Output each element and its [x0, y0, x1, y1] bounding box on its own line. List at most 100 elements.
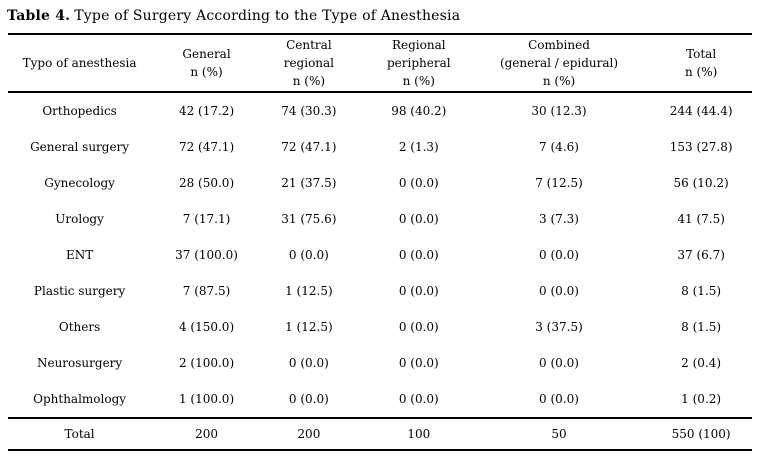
table-row: Others 4 (150.0) 1 (12.5) 0 (0.0) 3 (37.5) 8 …	[0, 309, 758, 345]
header-cell: Combined (general / epidural) n (%)	[474, 35, 645, 91]
cell-value: 1 (12.5)	[285, 284, 333, 298]
table-row: Plastic surgery 7 (87.5) 1 (12.5) 0 (0.0) 0 …	[0, 273, 758, 309]
cell-value: 7 (87.5)	[182, 284, 231, 298]
header-line: peripheral	[386, 56, 451, 70]
rule-above-total	[8, 417, 752, 419]
row-label: Gynecology	[44, 176, 115, 190]
table-row: ENT 37 (100.0) 0 (0.0) 0 (0.0) 0 (0.0) 37 (6.…	[0, 237, 758, 273]
cell-value: 1 (100.0)	[178, 392, 235, 406]
cell-value: 0 (0.0)	[288, 392, 329, 406]
cell-value: 21 (37.5)	[281, 176, 337, 190]
cell-value: 3 (37.5)	[535, 320, 583, 334]
total-value: 100	[407, 427, 431, 441]
row-label: Orthopedics	[42, 104, 117, 118]
cell-value: 74 (30.3)	[281, 104, 337, 118]
cell-value: 0 (0.0)	[539, 356, 579, 370]
total-value: 50	[551, 427, 567, 441]
cell-value: 0 (0.0)	[539, 248, 579, 262]
total-value: 550 (100)	[671, 427, 731, 441]
cell-value: 28 (50.0)	[178, 176, 235, 190]
header-line: n (%)	[684, 65, 718, 79]
cell-value: 8 (1.5)	[681, 284, 722, 298]
header-line: n (%)	[402, 74, 435, 88]
row-label: General surgery	[30, 140, 130, 154]
table-row: Neurosurgery 2 (100.0) 0 (0.0) 0 (0.0) 0 (0.…	[0, 345, 758, 381]
header-line: General	[182, 47, 231, 61]
row-label: Neurosurgery	[36, 356, 123, 370]
header-cell: Total n (%)	[644, 35, 758, 91]
cell-value: 0 (0.0)	[398, 176, 439, 190]
cell-value: 30 (12.3)	[531, 104, 587, 118]
header-line: Total	[686, 47, 717, 61]
row-label: Others	[58, 320, 101, 334]
cell-value: 7 (17.1)	[182, 212, 231, 226]
header-line: (general / epidural)	[499, 56, 619, 70]
header-line: Central	[286, 38, 332, 52]
cell-value: 3 (7.3)	[539, 212, 579, 226]
row-label: ENT	[65, 248, 94, 262]
header-line: n (%)	[542, 74, 576, 88]
header-line: regional	[283, 56, 335, 70]
row-label: Ophthalmology	[33, 392, 127, 406]
cell-value: 1 (0.2)	[681, 392, 722, 406]
cell-value: 4 (150.0)	[178, 320, 235, 334]
cell-value: 72 (47.1)	[178, 140, 235, 154]
cell-value: 2 (1.3)	[398, 140, 439, 154]
total-label: Total	[64, 427, 95, 441]
total-value: 200	[297, 427, 321, 441]
cell-value: 0 (0.0)	[398, 212, 439, 226]
cell-value: 244 (44.4)	[669, 104, 733, 118]
header-cell: Typo of anesthesia	[0, 35, 159, 91]
cell-value: 98 (40.2)	[391, 104, 447, 118]
table-header-row: Typo of anesthesia General n (%) Central reg…	[0, 35, 758, 91]
cell-value: 7 (4.6)	[539, 140, 579, 154]
cell-value: 0 (0.0)	[398, 284, 439, 298]
header-line: n (%)	[292, 74, 326, 88]
header-line: Typo of anesthesia	[22, 56, 137, 70]
cell-value: 0 (0.0)	[288, 248, 329, 262]
cell-value: 31 (75.6)	[281, 212, 337, 226]
cell-value: 0 (0.0)	[539, 392, 579, 406]
table-caption-number: Table 4.	[7, 8, 71, 24]
table-body: Orthopedics 42 (17.2) 74 (30.3) 98 (40.2) 30…	[0, 93, 758, 417]
rule-top	[8, 33, 752, 35]
row-label: Plastic surgery	[33, 284, 126, 298]
cell-value: 0 (0.0)	[539, 284, 579, 298]
table-row: Urology 7 (17.1) 31 (75.6) 0 (0.0) 3 (7.3) 41…	[0, 201, 758, 237]
header-cell: Regional peripheral n (%)	[364, 35, 474, 91]
table-caption: Table 4. Type of Surgery According to the…	[0, 0, 758, 33]
cell-value: 1 (12.5)	[285, 320, 333, 334]
cell-value: 0 (0.0)	[288, 356, 329, 370]
rule-below-header	[8, 91, 752, 93]
cell-value: 7 (12.5)	[535, 176, 583, 190]
cell-value: 0 (0.0)	[398, 392, 439, 406]
table-row: General surgery 72 (47.1) 72 (47.1) 2 (1.3)…	[0, 129, 758, 165]
cell-value: 41 (7.5)	[677, 212, 725, 226]
cell-value: 2 (0.4)	[681, 356, 722, 370]
cell-value: 72 (47.1)	[281, 140, 337, 154]
cell-value: 8 (1.5)	[681, 320, 722, 334]
table-caption-title: Type of Surgery According to the Type of…	[74, 8, 461, 24]
table-row: Ophthalmology 1 (100.0) 0 (0.0) 0 (0.0) 0 (0…	[0, 381, 758, 417]
total-value: 200	[195, 427, 218, 441]
header-line: Combined	[528, 38, 590, 52]
cell-value: 42 (17.2)	[178, 104, 235, 118]
header-line: n (%)	[190, 65, 223, 79]
cell-value: 56 (10.2)	[673, 176, 729, 190]
cell-value: 37 (6.7)	[677, 248, 725, 262]
rule-bottom	[8, 449, 752, 451]
cell-value: 0 (0.0)	[398, 248, 439, 262]
cell-value: 0 (0.0)	[398, 356, 439, 370]
table-row: Orthopedics 42 (17.2) 74 (30.3) 98 (40.2) 30…	[0, 93, 758, 129]
header-cell: Central regional n (%)	[254, 35, 364, 91]
cell-value: 0 (0.0)	[398, 320, 439, 334]
header-line: Regional	[391, 38, 446, 52]
table-row: Gynecology 28 (50.0) 21 (37.5) 0 (0.0) 7 (12…	[0, 165, 758, 201]
row-label: Urology	[55, 212, 104, 226]
cell-value: 37 (100.0)	[175, 248, 238, 262]
cell-value: 2 (100.0)	[178, 356, 235, 370]
header-cell: General n (%)	[159, 35, 254, 91]
cell-value: 153 (27.8)	[669, 140, 733, 154]
table-total-row: Total 200 200 100 50 550 (100)	[0, 419, 758, 449]
